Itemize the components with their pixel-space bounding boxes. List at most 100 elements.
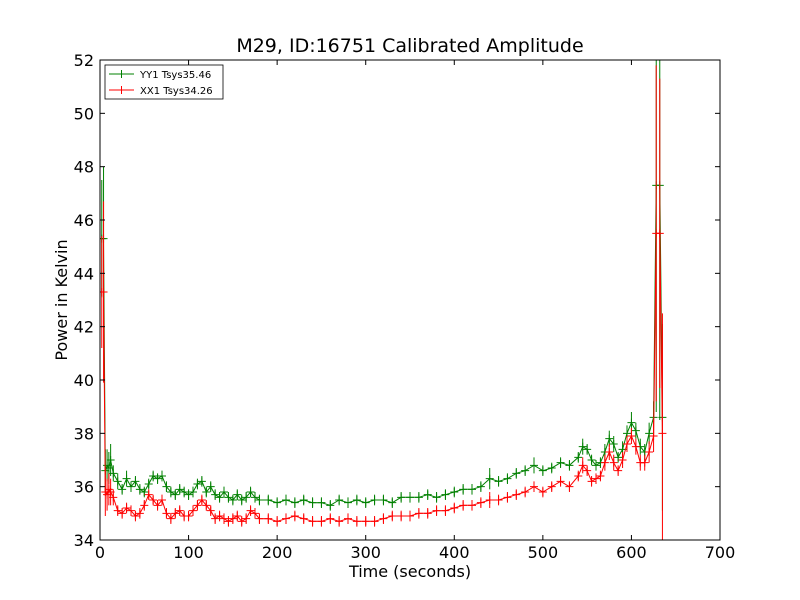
data-point — [556, 477, 565, 486]
y-tick-label: 50 — [74, 104, 94, 123]
data-point — [658, 429, 667, 438]
data-point — [224, 493, 233, 502]
data-point — [106, 456, 115, 464]
data-point — [228, 496, 237, 504]
data-point — [246, 488, 255, 496]
data-point — [273, 498, 282, 507]
data-point — [370, 517, 379, 526]
data-point — [344, 514, 352, 523]
data-point — [503, 493, 512, 502]
data-point — [180, 488, 189, 496]
data-point — [640, 458, 649, 467]
data-point — [158, 496, 166, 504]
y-axis-label: Power in Kelvin — [52, 239, 71, 360]
legend-marker — [117, 70, 126, 78]
data-point — [587, 456, 596, 464]
data-point — [441, 490, 450, 499]
plot-frame — [99, 59, 721, 541]
data-point — [104, 464, 113, 472]
x-tick-label: 100 — [173, 543, 204, 562]
data-point — [352, 496, 361, 504]
data-point — [397, 493, 406, 502]
legend-marker — [117, 86, 126, 94]
data-point — [614, 466, 623, 475]
data-point — [578, 442, 587, 451]
y-tick-label: 48 — [74, 158, 94, 177]
data-point — [158, 472, 166, 480]
y-axis: 34 36 38 40 42 44 46 48 50 52 — [74, 51, 720, 550]
y-tick-label: 44 — [74, 264, 94, 283]
data-point — [149, 472, 158, 480]
data-point — [246, 506, 255, 515]
data-point — [127, 482, 135, 491]
data-point — [645, 429, 654, 438]
data-point — [627, 418, 636, 427]
data-point — [423, 490, 432, 499]
data-point — [193, 501, 202, 510]
data-point — [521, 488, 530, 496]
data-point — [547, 482, 556, 491]
data-point — [153, 474, 162, 483]
data-point — [614, 453, 623, 462]
legend-label: YY1 Tsys35.46 — [139, 70, 211, 81]
y-tick-label: 40 — [74, 371, 94, 390]
data-point — [494, 477, 503, 486]
data-point — [379, 514, 388, 523]
y-tick-label: 46 — [74, 211, 94, 230]
data-point — [144, 490, 153, 499]
data-point — [299, 496, 308, 504]
data-point — [574, 472, 583, 480]
data-point — [494, 496, 503, 504]
data-point — [166, 488, 175, 496]
data-point — [609, 440, 618, 448]
data-point — [149, 496, 158, 504]
data-point — [290, 512, 299, 520]
data-point — [140, 501, 149, 510]
data-point — [397, 512, 406, 520]
data-point — [432, 493, 441, 502]
data-point — [450, 504, 459, 512]
data-point — [414, 493, 423, 502]
x-tick-label: 200 — [262, 543, 293, 562]
data-point — [459, 485, 468, 494]
data-point — [538, 466, 547, 475]
y-tick-label: 34 — [74, 531, 94, 550]
data-point — [649, 432, 658, 440]
data-point — [600, 458, 609, 467]
x-tick-label: 400 — [439, 543, 470, 562]
data-point — [282, 496, 290, 504]
data-point — [135, 509, 144, 518]
data-point — [406, 512, 414, 520]
series-2 — [100, 65, 667, 540]
x-tick-label: 600 — [616, 543, 647, 562]
data-point — [202, 501, 211, 510]
data-point — [153, 501, 162, 510]
data-point — [406, 493, 414, 502]
legend: YY1 Tsys35.46 XX1 Tsys34.26 — [104, 64, 224, 100]
data-point — [609, 458, 618, 467]
data-point — [578, 461, 587, 470]
data-point — [450, 488, 459, 496]
data-point — [113, 506, 122, 515]
data-point — [220, 488, 228, 496]
data-point — [197, 496, 206, 504]
data-point — [109, 493, 118, 502]
legend-item: YY1 Tsys35.46 — [109, 70, 211, 81]
legend-item: XX1 Tsys34.26 — [109, 86, 213, 97]
data-point — [264, 514, 273, 523]
data-point — [255, 514, 264, 523]
data-point — [459, 501, 468, 510]
data-point — [583, 445, 592, 454]
data-point — [100, 288, 108, 296]
legend-box — [104, 64, 224, 100]
data-point — [485, 474, 494, 483]
data-point — [335, 517, 344, 526]
data-point — [512, 469, 521, 478]
data-point — [308, 517, 317, 526]
data-point — [361, 517, 370, 526]
data-point — [131, 512, 140, 520]
data-point — [485, 496, 494, 504]
data-point — [175, 485, 184, 494]
data-point — [127, 506, 135, 515]
